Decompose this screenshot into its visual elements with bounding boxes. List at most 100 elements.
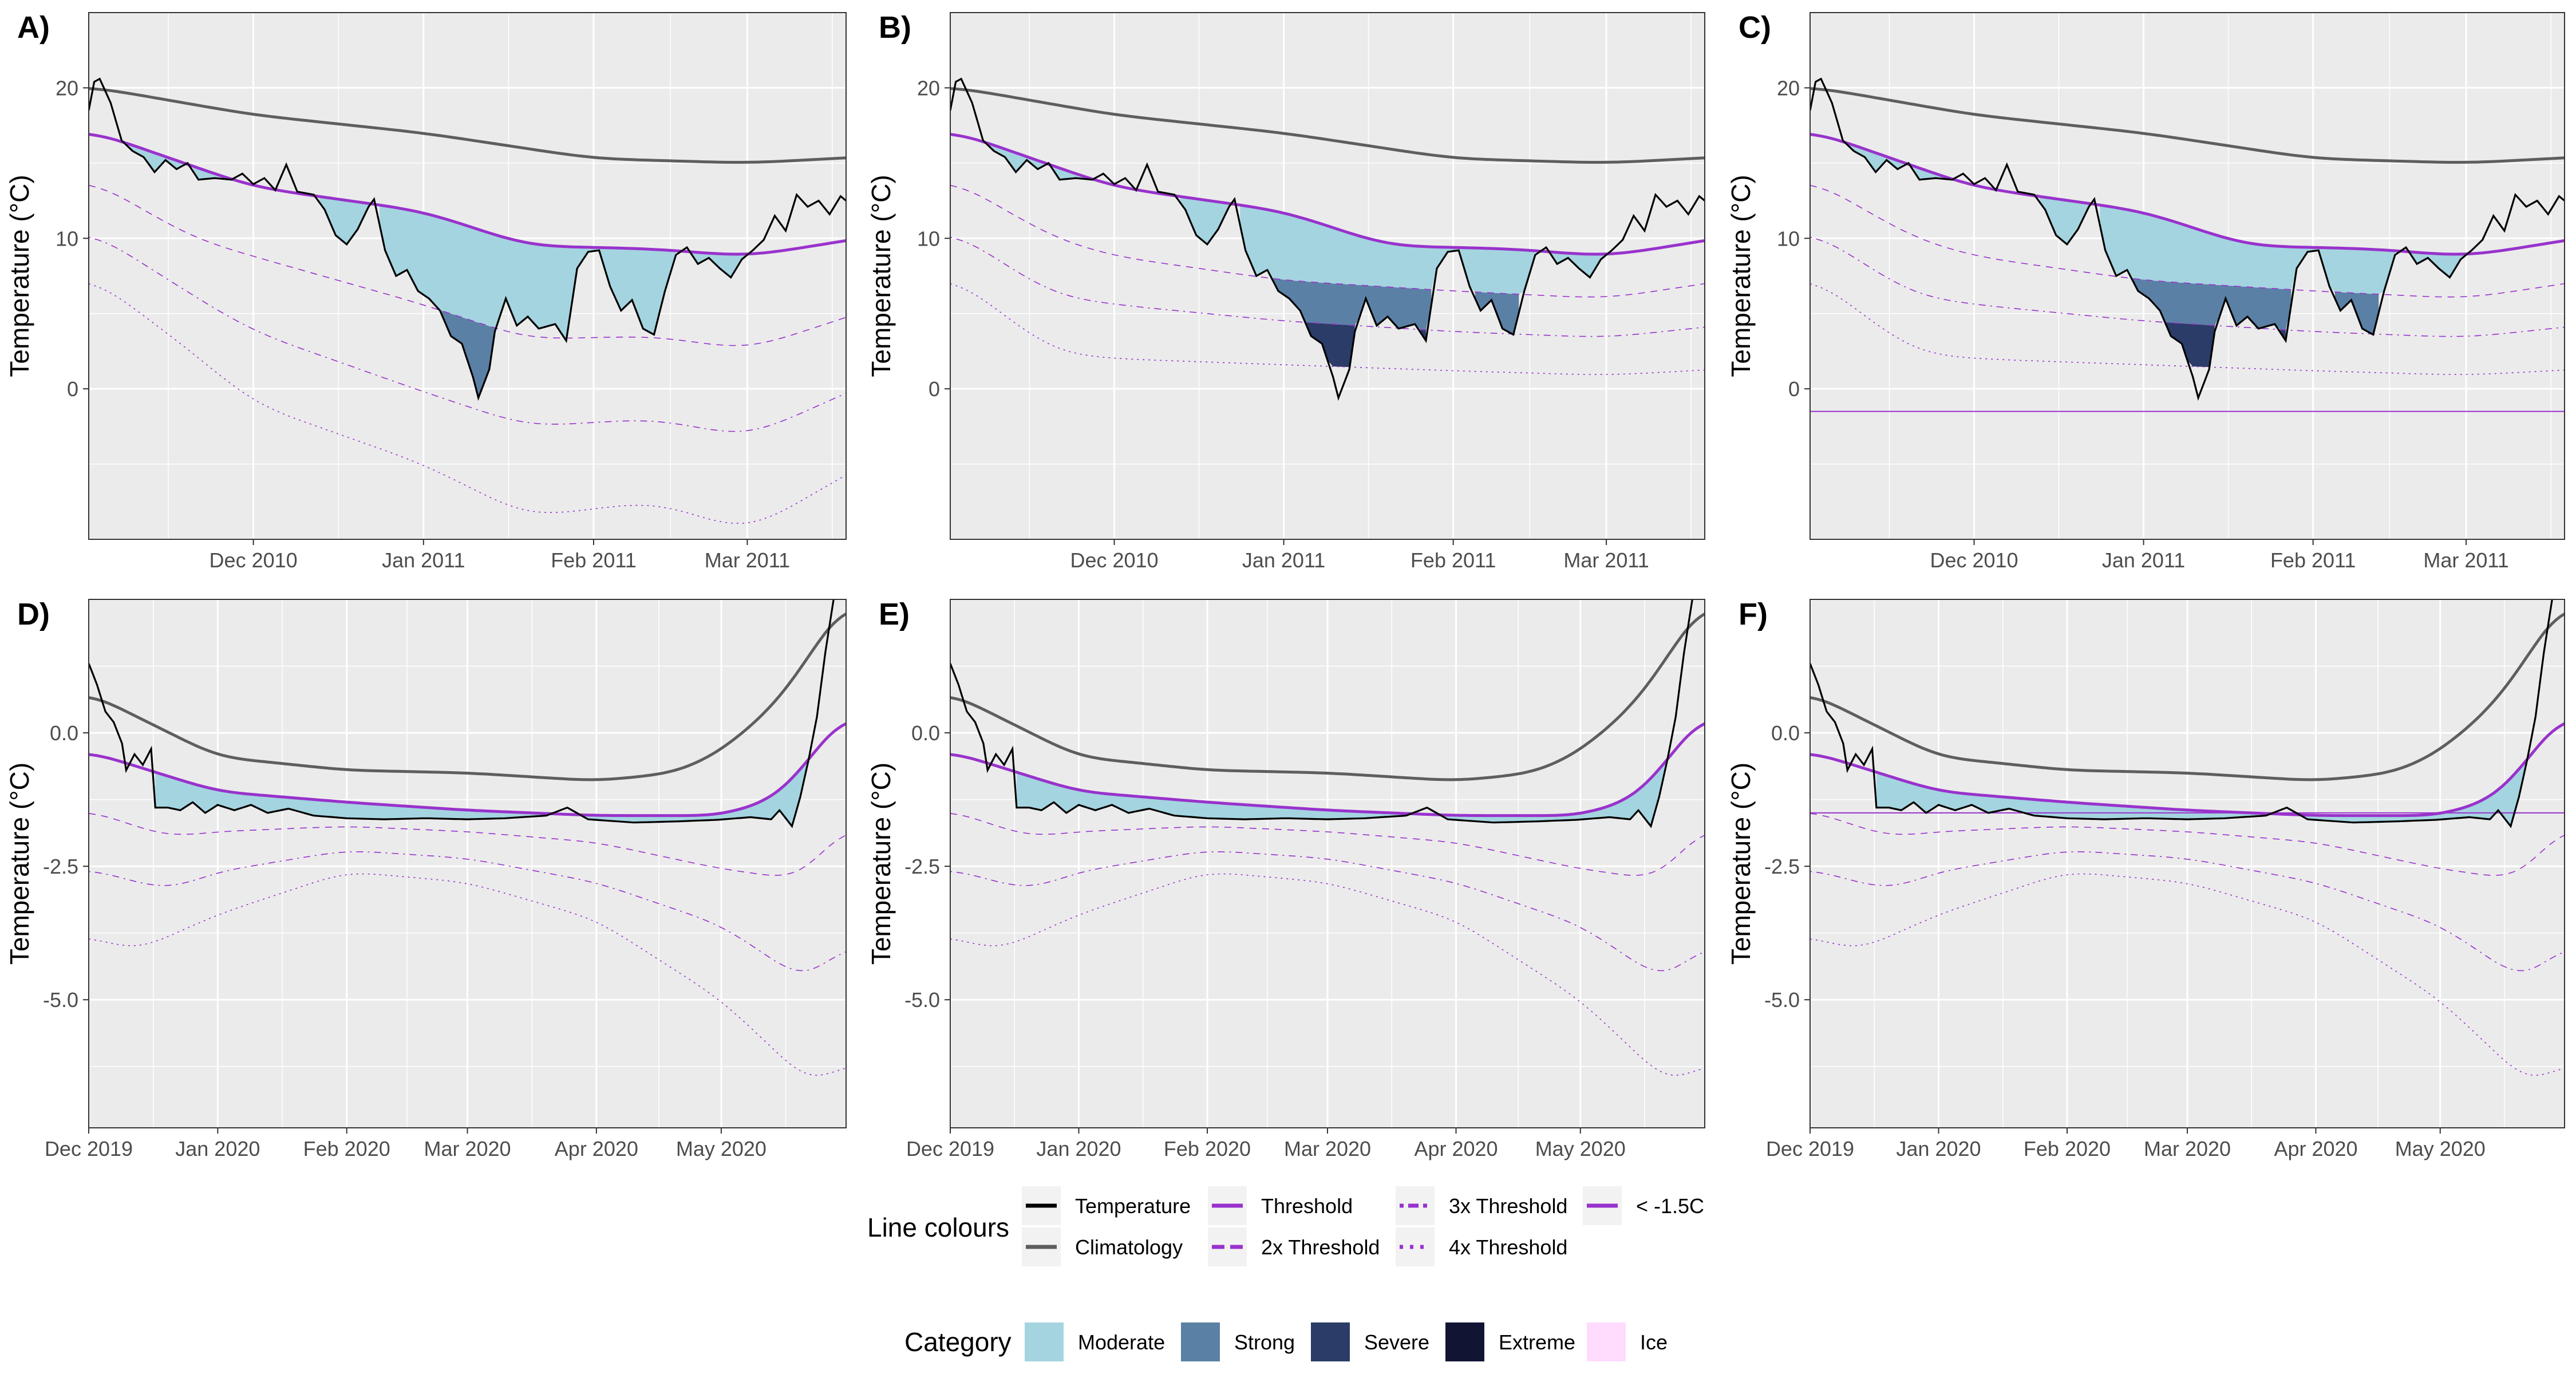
legend-category-label: Ice <box>1640 1330 1668 1354</box>
panel-border <box>1809 12 2565 540</box>
y-tick-label: 0 <box>929 377 940 401</box>
legend-category-item: Ice <box>1587 1322 1668 1361</box>
y-tick-label: 10 <box>1777 227 1800 250</box>
threshold-2x-line <box>1810 813 2565 876</box>
threshold-3x-line <box>89 236 846 432</box>
x-tick-label: Dec 2010 <box>1070 548 1158 572</box>
x-tick-label: Dec 2019 <box>45 1137 133 1160</box>
axes: -5.0 -2.5 0.0 Dec 2019 Jan 2020 Feb 2020 Mar 2… <box>1726 721 2486 1160</box>
category-moderate-area <box>380 205 676 338</box>
category-moderate-area <box>1876 772 2270 820</box>
threshold-4x-line <box>950 873 1705 1076</box>
legend-category-label: Moderate <box>1078 1330 1165 1354</box>
panel-b: 0 10 20 Dec 2010 Jan 2011 Feb 2011 Mar 2011 Tem… <box>866 10 1705 572</box>
y-axis-label: Temperature (°C) <box>1726 175 1756 377</box>
threshold-3x-line <box>950 851 1705 972</box>
legend-line-item: Temperature <box>1022 1186 1191 1225</box>
x-tick-label: Mar 2020 <box>424 1137 511 1160</box>
legend-line-label: 3x Threshold <box>1449 1194 1567 1218</box>
climatology-line <box>1810 87 2565 164</box>
panel-label: C) <box>1739 10 1771 45</box>
y-tick-label: 0.0 <box>911 721 940 745</box>
legend-category: Category Moderate Strong Severe Extreme Ice <box>904 1322 1668 1361</box>
y-tick-label: 0 <box>67 377 78 401</box>
x-tick-label: Mar 2011 <box>1563 548 1649 572</box>
category-moderate-area <box>988 143 1044 172</box>
x-tick-label: Feb 2011 <box>551 548 636 572</box>
panel-label: A) <box>17 10 50 45</box>
category-moderate-area <box>1848 143 1903 172</box>
category-strong-area <box>2132 278 2291 330</box>
legend-category-item: Extreme <box>1445 1322 1575 1361</box>
x-tick-label: Feb 2020 <box>1164 1137 1251 1160</box>
legend-line-label: 4x Threshold <box>1449 1235 1567 1259</box>
panel-border <box>950 12 1705 540</box>
x-tick-label: Dec 2019 <box>906 1137 994 1160</box>
threshold-4x-line <box>1810 873 2565 1076</box>
x-tick-label: Dec 2010 <box>210 548 298 572</box>
y-tick-label: 20 <box>1777 76 1800 100</box>
legend-category-item: Severe <box>1311 1322 1429 1361</box>
y-tick-label: -5.0 <box>904 988 940 1012</box>
legend-category-title: Category <box>904 1327 1012 1357</box>
legend-line-label: Temperature <box>1075 1194 1191 1218</box>
y-tick-label: 10 <box>56 227 78 250</box>
x-tick-label: Feb 2011 <box>2270 548 2356 572</box>
legend-category-item: Moderate <box>1025 1322 1165 1361</box>
x-tick-label: May 2020 <box>1535 1137 1626 1160</box>
temperature-line <box>950 77 1705 401</box>
category-moderate-area <box>2100 205 2395 294</box>
legend-line-item: < -1.5C <box>1583 1186 1704 1225</box>
legend-category-label: Severe <box>1364 1330 1429 1354</box>
threshold-line <box>1810 722 2565 818</box>
category-moderate-area <box>155 772 551 820</box>
legend-line-colours: Line colours Temperature Climatology Thres… <box>867 1186 1704 1266</box>
y-tick-label: 0 <box>1788 377 1800 401</box>
y-axis-label: Temperature (°C) <box>5 763 34 965</box>
x-tick-label: Jan 2020 <box>1896 1137 1981 1160</box>
y-tick-label: -2.5 <box>904 855 940 878</box>
x-tick-label: Jan 2020 <box>175 1137 260 1160</box>
legend-key-swatch <box>1025 1322 1064 1361</box>
category-fills <box>1848 143 2467 368</box>
category-moderate-area <box>2040 196 2089 244</box>
panel-e: -5.0 -2.5 0.0 Dec 2019 Jan 2020 Feb 2020 Mar 2… <box>866 597 1705 1160</box>
legend-key-swatch <box>1445 1322 1484 1361</box>
legend-line-item: 4x Threshold <box>1396 1227 1567 1266</box>
legend-line-item: Climatology <box>1022 1227 1183 1266</box>
y-tick-label: -5.0 <box>1764 988 1800 1012</box>
panel-label: B) <box>879 10 911 45</box>
y-tick-label: 0.0 <box>1771 721 1800 745</box>
x-tick-label: Feb 2020 <box>303 1137 390 1160</box>
category-fills <box>155 759 809 827</box>
y-tick-label: -2.5 <box>1764 855 1800 878</box>
panel-border <box>88 12 847 540</box>
temperature-line <box>1810 599 2553 828</box>
threshold-line <box>950 133 1705 256</box>
threshold-2x-line <box>89 184 846 346</box>
temperature-line <box>1810 77 2565 401</box>
y-tick-label: 20 <box>56 76 78 100</box>
y-tick-label: -5.0 <box>43 988 78 1012</box>
y-tick-label: 0.0 <box>50 721 78 745</box>
y-tick-label: -2.5 <box>43 855 78 878</box>
legend-line-item: 2x Threshold <box>1208 1227 1380 1266</box>
x-tick-label: Mar 2020 <box>2144 1137 2231 1160</box>
panel-d: -5.0 -2.5 0.0 Dec 2019 Jan 2020 Feb 2020 Mar 2… <box>5 597 847 1160</box>
threshold-line <box>89 722 846 818</box>
climatology-line <box>1810 613 2565 781</box>
climatology-line <box>89 87 846 164</box>
panel-label: F) <box>1739 597 1768 631</box>
y-tick-label: 10 <box>917 227 940 250</box>
category-severe-area <box>1305 322 1355 368</box>
axes: 0 10 20 Dec 2010 Jan 2011 Feb 2011 Mar 2011 Tem… <box>866 76 1649 572</box>
y-axis-label: Temperature (°C) <box>866 763 896 965</box>
y-tick-label: 20 <box>917 76 940 100</box>
x-tick-label: Apr 2020 <box>555 1137 638 1160</box>
category-fills <box>1016 759 1668 827</box>
legend-key-swatch <box>1311 1322 1350 1361</box>
category-moderate-area <box>2411 252 2467 278</box>
x-tick-label: Apr 2020 <box>1414 1137 1498 1160</box>
category-strong-area <box>1273 278 1432 330</box>
